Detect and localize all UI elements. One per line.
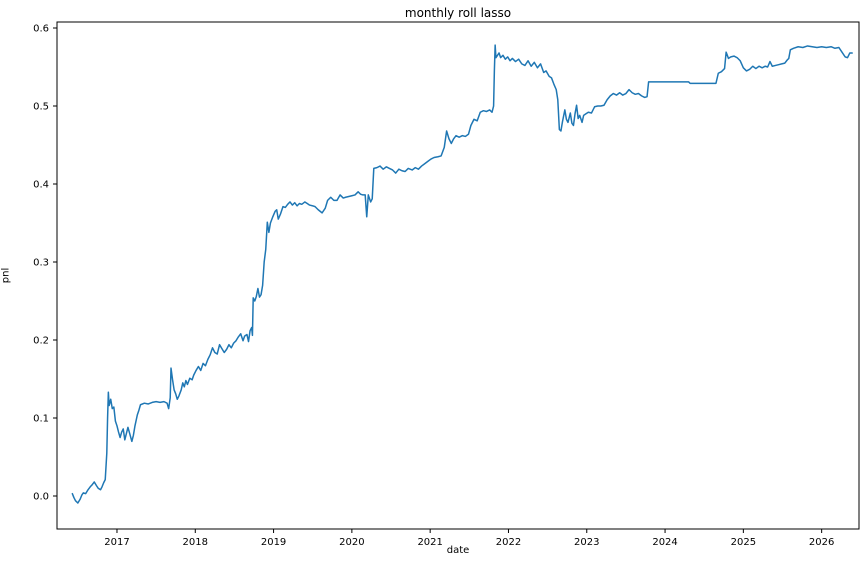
x-tick-label: 2023 <box>574 537 599 548</box>
x-tick-label: 2024 <box>652 537 677 548</box>
x-tick-label: 2019 <box>261 537 286 548</box>
y-tick-label: 0.1 <box>33 414 49 425</box>
chart-title: monthly roll lasso <box>404 6 512 20</box>
y-tick-label: 0.5 <box>33 102 49 113</box>
x-axis-label: date <box>446 545 470 556</box>
x-tick-label: 2021 <box>417 537 442 548</box>
pnl-line <box>71 44 853 504</box>
y-tick-label: 0.0 <box>33 492 49 503</box>
x-tick-label: 2026 <box>809 537 834 548</box>
y-tick-label: 0.2 <box>33 336 49 347</box>
x-tick-label: 2020 <box>339 537 364 548</box>
y-tick-label: 0.4 <box>33 180 49 191</box>
axes-spines <box>56 21 860 530</box>
x-tick-label: 2017 <box>104 537 129 548</box>
y-tick-label: 0.3 <box>33 258 49 269</box>
x-tick-label: 2025 <box>731 537 756 548</box>
x-tick-label: 2018 <box>183 537 208 548</box>
y-tick-label: 0.6 <box>33 24 49 35</box>
x-tick-label: 2022 <box>496 537 521 548</box>
